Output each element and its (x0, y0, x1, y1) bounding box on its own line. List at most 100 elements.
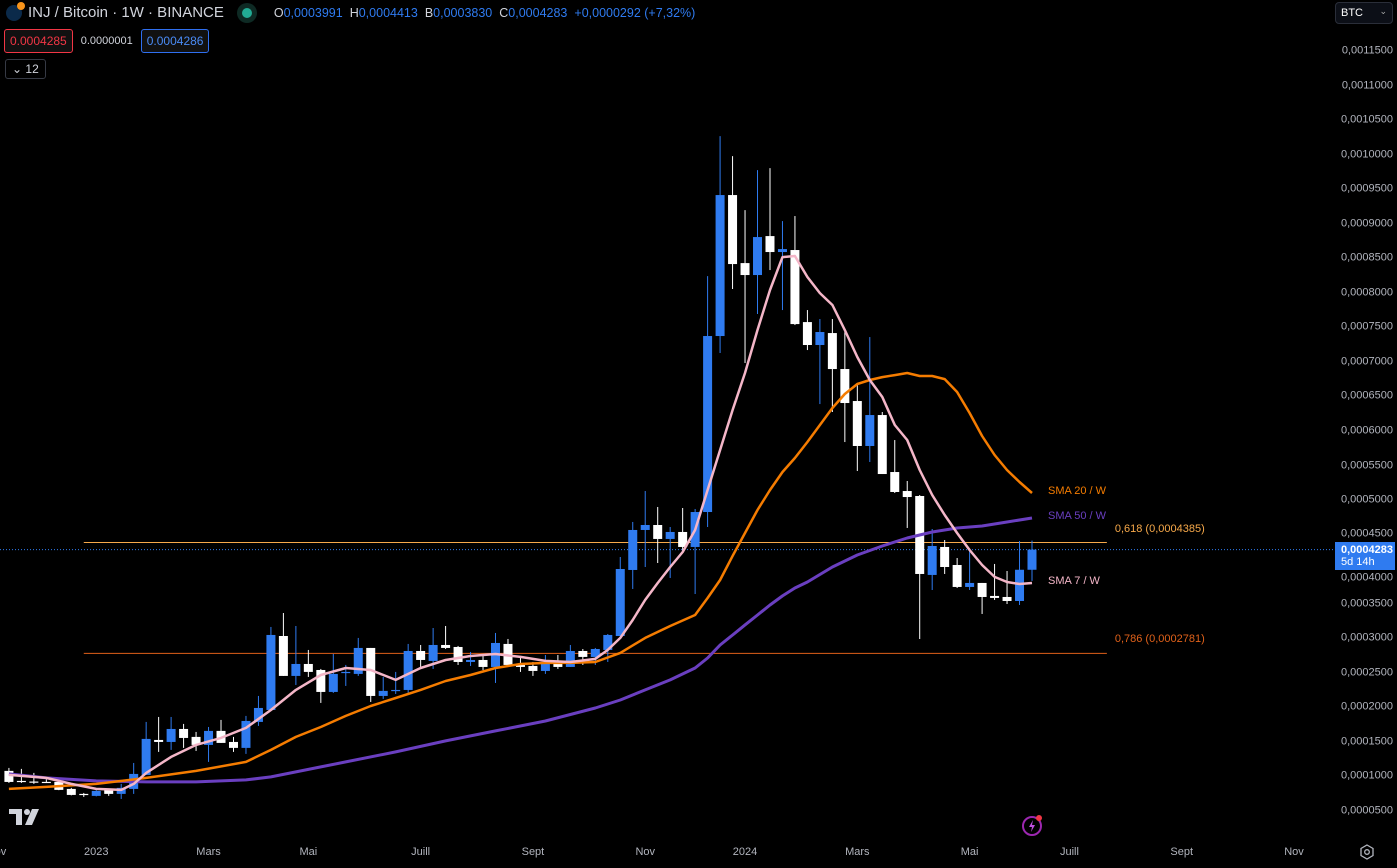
candle-body (1015, 569, 1025, 601)
candle-down (740, 210, 750, 364)
candle-body (278, 635, 288, 676)
candle-body (603, 634, 613, 650)
candle-body (990, 595, 1000, 598)
candle-up (615, 556, 625, 636)
candle-body (815, 332, 825, 346)
candle-body (827, 333, 837, 370)
change-value: +0,0000292 (+7,32%) (574, 5, 696, 20)
candle-body (191, 736, 201, 745)
candle-body (802, 322, 812, 346)
symbol-title[interactable]: INJ / Bitcoin · 1W · BINANCE (28, 4, 224, 21)
candle-body (653, 525, 663, 539)
price-chart[interactable] (0, 0, 1335, 843)
candle-down (915, 495, 925, 639)
candle-up (965, 550, 975, 590)
candle-down (478, 655, 488, 670)
y-tick-label: 0,0010500 (1341, 113, 1393, 126)
buy-button[interactable]: 0.0004286 (140, 29, 210, 53)
candle-up (927, 529, 937, 590)
ohlc-values: O0,0003991 H0,0004413 B0,0003830 C0,0004… (274, 6, 695, 20)
candle-body (91, 790, 101, 796)
candle-down (653, 506, 663, 563)
candle-up (116, 783, 126, 799)
high-value: 0,0004413 (358, 5, 418, 20)
candle-body (728, 195, 738, 265)
y-tick-label: 0,0009000 (1341, 217, 1393, 230)
candle-down (790, 216, 800, 326)
candle-up (391, 671, 401, 694)
candle-body (341, 671, 351, 674)
y-tick-label: 0,0011500 (1341, 44, 1393, 57)
candle-down (877, 412, 887, 475)
y-tick-label: 0,0005000 (1341, 493, 1393, 506)
y-tick-label: 0,0000500 (1341, 804, 1393, 817)
y-tick-label: 0,0007000 (1341, 355, 1393, 368)
low-label: B (424, 5, 434, 20)
candle-body (1002, 596, 1012, 601)
candle-body (777, 249, 787, 253)
x-tick-label: 2023 (83, 846, 109, 858)
x-tick-label: 2024 (732, 846, 758, 858)
candle-up (628, 521, 638, 589)
market-open-dot (241, 7, 252, 18)
candle-up (703, 276, 713, 528)
candle-up (466, 651, 476, 666)
chevron-down-icon: ⌄ (12, 62, 23, 76)
indicators-toggle-button[interactable]: ⌄ 12 (5, 59, 46, 79)
candle-body (79, 793, 89, 796)
trade-panel: 0.0004285 0.0000001 0.0004286 (4, 29, 210, 53)
x-tick-label: Mars (196, 846, 221, 858)
candle-down (366, 647, 376, 702)
candle-down (890, 440, 900, 494)
candle-down (303, 649, 313, 677)
candle-down (977, 582, 987, 614)
settings-gear-icon[interactable] (1359, 844, 1375, 865)
candle-body (902, 491, 912, 498)
y-tick-label: 0,0002000 (1341, 700, 1393, 713)
candle-body (291, 663, 301, 676)
candle-down (79, 792, 89, 797)
y-tick-label: 0,0001000 (1341, 769, 1393, 782)
candle-up (1015, 541, 1025, 605)
currency-select[interactable]: BTC ⌄ (1335, 2, 1393, 24)
candle-down (441, 625, 451, 649)
candle-body (141, 738, 151, 775)
candle-down (765, 168, 775, 271)
candle-body (528, 665, 538, 671)
candle-body (565, 650, 575, 667)
y-tick-label: 0,0003500 (1341, 597, 1393, 610)
candle-up (665, 527, 675, 578)
candle-up (91, 790, 101, 797)
open-value: 0,0003991 (283, 5, 343, 20)
candle-body (303, 663, 313, 672)
last-price-badge[interactable]: 0,0004283 5d 14h (1335, 541, 1395, 570)
candle-body (952, 564, 962, 587)
candle-body (877, 415, 887, 475)
candle-down (41, 778, 51, 784)
moving-averages (8, 254, 1033, 792)
candle-up (204, 726, 214, 762)
candle-up (253, 695, 263, 726)
candle-body (241, 720, 251, 748)
lightning-icon[interactable] (1021, 813, 1045, 842)
close-label: C (499, 5, 509, 20)
y-tick-label: 0,0011000 (1341, 79, 1393, 92)
candle-body (16, 780, 26, 783)
candle-body (1027, 549, 1037, 570)
candle-body (316, 669, 326, 692)
y-tick-label: 0,0009500 (1341, 182, 1393, 195)
candle-body (29, 781, 39, 783)
candle-body (740, 263, 750, 276)
candle-up (753, 170, 763, 315)
x-tick-label: Mai (299, 846, 318, 858)
sma20-line (8, 371, 1033, 791)
candle-body (253, 707, 263, 722)
y-tick-label: 0,0002500 (1341, 666, 1393, 679)
candle-down (678, 508, 688, 553)
candle-down (191, 731, 201, 751)
candle-up (166, 716, 176, 750)
candle-up (865, 337, 875, 463)
sell-button[interactable]: 0.0004285 (4, 29, 73, 53)
candle-up (241, 715, 251, 754)
tradingview-logo[interactable] (7, 806, 41, 833)
